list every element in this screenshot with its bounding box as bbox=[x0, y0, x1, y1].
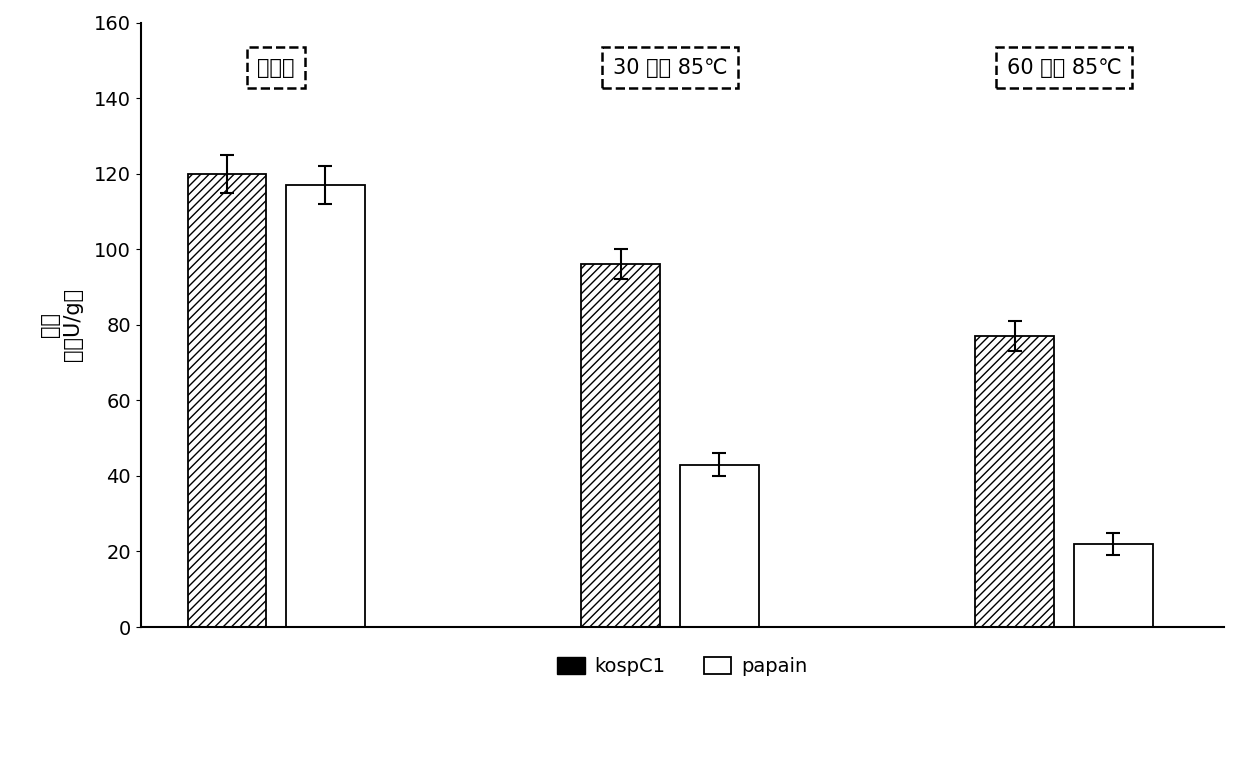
Legend: kospC1, papain: kospC1, papain bbox=[550, 649, 815, 684]
Text: 60 分钟 85℃: 60 分钟 85℃ bbox=[1006, 58, 1121, 78]
Bar bbox=[581, 264, 660, 627]
Bar bbox=[1074, 544, 1152, 627]
Y-axis label: 酶活
（万U/g）: 酶活 （万U/g） bbox=[40, 288, 83, 361]
Bar bbox=[286, 185, 364, 627]
Text: 未加热: 未加热 bbox=[258, 58, 295, 78]
Bar bbox=[187, 173, 266, 627]
Bar bbox=[975, 336, 1054, 627]
Text: 30 分钟 85℃: 30 分钟 85℃ bbox=[613, 58, 727, 78]
Bar bbox=[680, 465, 758, 627]
